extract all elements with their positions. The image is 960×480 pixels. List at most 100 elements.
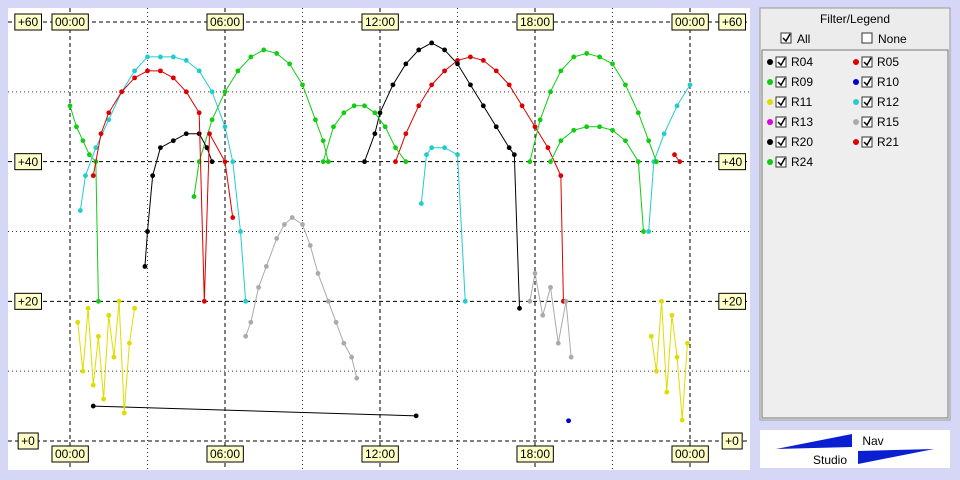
none-label[interactable]: None xyxy=(878,32,907,46)
point xyxy=(351,103,357,109)
point xyxy=(170,54,176,60)
legend-swatch xyxy=(767,99,773,105)
point xyxy=(424,152,429,158)
point xyxy=(209,117,215,123)
point xyxy=(661,131,667,137)
legend-item[interactable]: R24 xyxy=(767,155,813,169)
legend-label[interactable]: R09 xyxy=(791,75,813,89)
tick-box xyxy=(51,445,89,463)
point xyxy=(331,124,336,130)
point xyxy=(674,354,680,360)
point xyxy=(80,368,86,374)
legend-label[interactable]: R20 xyxy=(791,135,813,149)
tick-box xyxy=(206,13,244,31)
point xyxy=(416,103,422,109)
checkmark xyxy=(777,137,786,147)
point xyxy=(325,159,331,165)
point xyxy=(145,229,150,234)
point xyxy=(664,389,670,395)
legend-label[interactable]: R24 xyxy=(791,155,813,169)
checkbox[interactable] xyxy=(775,96,787,108)
point xyxy=(362,103,367,109)
tick-box xyxy=(17,432,39,450)
point xyxy=(571,54,577,60)
all-checkbox[interactable]: All xyxy=(780,32,810,46)
point xyxy=(416,47,422,53)
tick-label: 00:00 xyxy=(55,15,85,29)
point xyxy=(527,298,533,304)
tick-label: 00:00 xyxy=(675,447,705,461)
tick-label: +60 xyxy=(722,15,743,29)
point xyxy=(532,124,538,130)
checkbox[interactable] xyxy=(861,56,873,68)
checkbox[interactable] xyxy=(861,136,873,148)
point xyxy=(75,319,81,325)
tick-label: 06:00 xyxy=(210,15,240,29)
legend-item[interactable]: R20 xyxy=(767,135,813,149)
legend-item[interactable]: R21 xyxy=(853,135,899,149)
checkbox[interactable] xyxy=(775,136,787,148)
legend-label[interactable]: R11 xyxy=(791,95,812,109)
point xyxy=(204,145,210,151)
tick-label: +20 xyxy=(18,295,39,309)
point xyxy=(325,298,331,304)
checkbox[interactable] xyxy=(861,32,873,44)
point xyxy=(183,89,189,95)
point xyxy=(119,89,125,95)
legend-swatch xyxy=(853,139,859,145)
legend-item[interactable]: R15 xyxy=(853,115,899,129)
point xyxy=(442,68,447,74)
checkbox[interactable] xyxy=(775,56,787,68)
tick-box xyxy=(721,432,743,450)
checkbox[interactable] xyxy=(775,156,787,168)
legend-label[interactable]: R12 xyxy=(877,95,899,109)
point xyxy=(635,110,641,116)
tick-label: 00:00 xyxy=(55,447,85,461)
checkbox[interactable] xyxy=(861,96,873,108)
legend-label[interactable]: R13 xyxy=(791,115,813,129)
point xyxy=(313,117,318,123)
legend-item[interactable]: R10 xyxy=(853,75,899,89)
all-label[interactable]: All xyxy=(797,32,810,46)
legend-item[interactable]: R09 xyxy=(767,75,813,89)
legend-item[interactable]: R11 xyxy=(767,95,812,109)
checkbox[interactable] xyxy=(780,32,792,44)
point xyxy=(403,61,409,67)
point xyxy=(540,312,546,318)
checkbox[interactable] xyxy=(775,116,787,128)
tick-label: 18:00 xyxy=(520,15,550,29)
tick-box xyxy=(14,13,43,31)
point xyxy=(106,312,112,318)
point xyxy=(132,68,137,74)
checkmark xyxy=(863,77,872,87)
point xyxy=(101,396,106,402)
legend-label[interactable]: R15 xyxy=(877,115,899,129)
point xyxy=(429,145,435,151)
point xyxy=(584,124,590,130)
point xyxy=(183,58,189,63)
legend-item[interactable]: R12 xyxy=(853,95,899,109)
legend-label[interactable]: R05 xyxy=(877,55,899,69)
checkbox[interactable] xyxy=(775,76,787,88)
legend-item[interactable]: R13 xyxy=(767,115,813,129)
checkmark xyxy=(782,33,791,43)
point xyxy=(98,131,104,137)
point xyxy=(90,403,96,409)
legend-item[interactable]: R04 xyxy=(767,55,813,69)
checkbox[interactable] xyxy=(861,116,873,128)
logo-text: Studio xyxy=(813,453,847,467)
checkbox[interactable] xyxy=(861,76,873,88)
legend-label[interactable]: R04 xyxy=(791,55,813,69)
legend-label[interactable]: R10 xyxy=(877,75,899,89)
point xyxy=(597,54,602,60)
point xyxy=(320,159,326,165)
point xyxy=(300,222,305,227)
legend-item[interactable]: R05 xyxy=(853,55,899,69)
point xyxy=(183,131,189,137)
point xyxy=(191,194,197,199)
legend-label[interactable]: R21 xyxy=(877,135,899,149)
point xyxy=(545,145,551,151)
point xyxy=(201,298,207,304)
none-checkbox[interactable]: None xyxy=(861,32,907,46)
tick-label: 00:00 xyxy=(675,15,705,29)
